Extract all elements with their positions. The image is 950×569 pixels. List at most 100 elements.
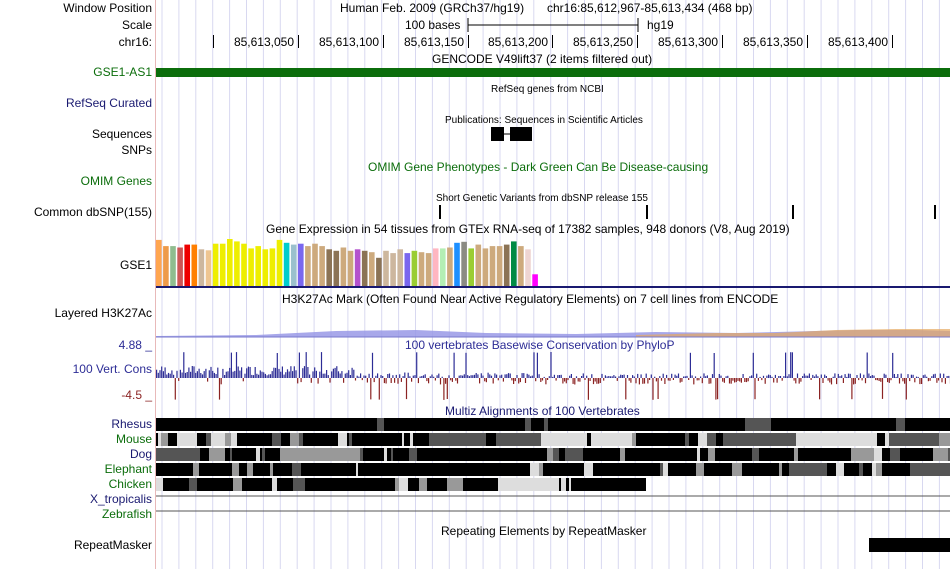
gtex-tissue-bar[interactable]	[163, 246, 169, 286]
gtex-tissue-bar[interactable]	[248, 248, 254, 286]
h3k27ac-signal[interactable]	[156, 318, 950, 338]
gtex-gene-label[interactable]: GSE1	[119, 258, 152, 272]
alignment-block	[611, 448, 620, 461]
refseq-track-title: RefSeq genes from NCBI	[491, 84, 604, 95]
gtex-tissue-bar[interactable]	[532, 274, 538, 287]
phylop-score-bar	[720, 375, 722, 378]
gtex-tissue-bar[interactable]	[511, 241, 517, 286]
phylop-score-bar	[460, 375, 462, 378]
gtex-tissue-bar[interactable]	[461, 241, 467, 286]
species-label-zebrafish[interactable]: Zebrafish	[101, 507, 152, 521]
phylop-score-bar	[598, 378, 600, 384]
gtex-tissue-bar[interactable]	[475, 244, 482, 286]
gtex-tissue-bar[interactable]	[241, 243, 247, 286]
species-label-x-tropicalis[interactable]: X_tropicalis	[89, 492, 152, 506]
gtex-tissue-bar[interactable]	[219, 243, 226, 286]
gtex-tissue-bar[interactable]	[184, 244, 190, 286]
gtex-tissue-bar[interactable]	[319, 246, 325, 286]
phylop-score-bar	[927, 378, 929, 382]
omim-track-label[interactable]: OMIM Genes	[80, 174, 152, 188]
species-label-chicken[interactable]: Chicken	[108, 477, 152, 491]
gtex-tissue-bar[interactable]	[255, 246, 261, 286]
gtex-tissue-bar[interactable]	[447, 247, 453, 287]
dbsnp-variant-ticks[interactable]	[156, 205, 950, 219]
repeatmasker-track-label[interactable]: RepeatMasker	[73, 538, 152, 552]
gtex-tissue-bar[interactable]	[369, 252, 375, 286]
gtex-tissue-bar[interactable]	[468, 248, 474, 286]
gtex-tissue-bar[interactable]	[290, 244, 297, 286]
gtex-tissue-bar[interactable]	[298, 243, 304, 286]
species-label-rhesus[interactable]: Rhesus	[111, 417, 152, 431]
phylop-score-bar	[297, 378, 299, 384]
h3k27ac-track-label[interactable]: Layered H3K27Ac	[54, 306, 152, 320]
gtex-tissue-bar[interactable]	[198, 249, 205, 286]
species-label-mouse[interactable]: Mouse	[115, 432, 152, 446]
phylop-score-bar	[513, 378, 515, 384]
gtex-tissue-bar[interactable]	[212, 243, 219, 286]
alignment-block	[830, 418, 834, 431]
gtex-tissue-bar[interactable]	[227, 239, 233, 286]
gtex-tissue-bar[interactable]	[276, 239, 283, 286]
gtex-tissue-bar[interactable]	[361, 250, 368, 287]
gtex-tissue-bar[interactable]	[170, 246, 176, 286]
gtex-tissue-bar[interactable]	[312, 243, 318, 286]
phylop-score-bar	[677, 373, 680, 378]
dbsnp-track-label[interactable]: Common dbSNP(155)	[33, 205, 152, 219]
gtex-tissue-bar[interactable]	[262, 249, 269, 286]
gencode-item-label[interactable]: GSE1-AS1	[93, 65, 152, 79]
gtex-tissue-bar[interactable]	[425, 253, 432, 286]
gtex-tissue-bar[interactable]	[305, 246, 311, 286]
gtex-tissue-bar[interactable]	[177, 247, 183, 287]
alignment-block	[782, 448, 789, 461]
gtex-tissue-bar[interactable]	[333, 250, 340, 287]
gtex-tissue-bar[interactable]	[418, 252, 425, 286]
alignment-block	[789, 463, 827, 476]
gtex-tissue-bar[interactable]	[283, 242, 290, 286]
gtex-tissue-bar[interactable]	[404, 253, 411, 286]
multiz-alignment-blocks[interactable]	[156, 418, 950, 512]
gtex-tissue-bar[interactable]	[411, 250, 418, 287]
gtex-tissue-bar[interactable]	[191, 244, 198, 286]
gtex-tissue-bar[interactable]	[156, 239, 162, 286]
gse1-as1-transcript[interactable]	[156, 68, 950, 77]
gtex-tissue-bar[interactable]	[496, 246, 503, 286]
gtex-tissue-bar[interactable]	[234, 241, 240, 286]
gtex-tissue-bar[interactable]	[397, 249, 403, 286]
alignment-block	[426, 448, 428, 461]
alignment-block	[545, 448, 547, 461]
gtex-tissue-bar[interactable]	[383, 250, 389, 287]
gtex-tissue-bar[interactable]	[376, 257, 382, 286]
base-position-ruler[interactable]: 85,613,050 85,613,100 85,613,150 85,613,200…	[0, 34, 950, 50]
gtex-tissue-bar[interactable]	[205, 250, 212, 286]
gtex-tissue-bar[interactable]	[390, 253, 396, 286]
gtex-tissue-bar[interactable]	[454, 242, 460, 286]
alignment-block	[675, 418, 678, 431]
gtex-tissue-bar[interactable]	[326, 249, 332, 286]
species-label-elephant[interactable]: Elephant	[104, 462, 152, 476]
gtex-tissue-bar[interactable]	[482, 248, 489, 286]
gtex-tissue-bar[interactable]	[518, 246, 524, 286]
gtex-tissue-bar[interactable]	[525, 249, 531, 286]
gtex-expression-chart[interactable]	[156, 238, 950, 288]
repeat-element[interactable]	[869, 538, 950, 552]
gtex-tissue-bar[interactable]	[269, 248, 276, 286]
publications-track-label[interactable]: Sequences	[91, 127, 152, 141]
species-label-dog[interactable]: Dog	[129, 447, 152, 461]
refseq-track-label[interactable]: RefSeq Curated	[65, 96, 152, 110]
alignment-block	[587, 478, 592, 491]
alignment-block	[290, 433, 299, 446]
publication-sequence-feature[interactable]	[491, 127, 533, 141]
gtex-tissue-bar[interactable]	[354, 249, 361, 286]
gtex-tissue-bar[interactable]	[347, 250, 354, 287]
gtex-tissue-bar[interactable]	[432, 248, 439, 286]
alignment-block	[206, 433, 211, 446]
phylop-conservation-plot[interactable]	[156, 345, 950, 403]
gtex-tissue-bar[interactable]	[340, 247, 347, 287]
gtex-tissue-bar[interactable]	[489, 246, 496, 286]
gtex-tissue-bar[interactable]	[440, 248, 446, 286]
alignment-block	[620, 448, 625, 461]
conservation-track-label[interactable]: 100 Vert. Cons	[72, 362, 152, 376]
gtex-tissue-bar[interactable]	[503, 244, 510, 286]
alignment-block	[237, 433, 263, 446]
